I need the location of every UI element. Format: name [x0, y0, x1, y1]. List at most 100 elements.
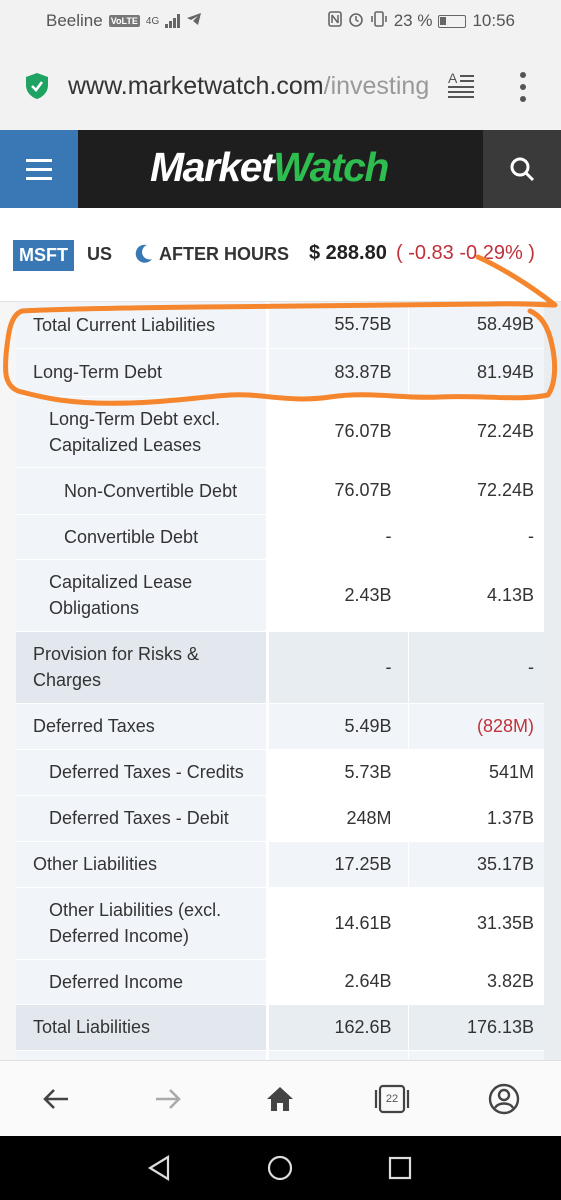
marketwatch-logo[interactable]: MarketWatch	[150, 144, 389, 190]
value-col1: 17.25B	[267, 841, 409, 888]
network-type: 4G	[145, 15, 160, 27]
system-recents-icon[interactable]	[386, 1154, 414, 1182]
row-label: Total Current Liabilities	[16, 302, 269, 349]
alarm-icon	[348, 11, 364, 32]
back-arrow-icon[interactable]	[38, 1081, 74, 1117]
value-col2: 541M	[408, 749, 544, 796]
row-label: Deferred Taxes	[16, 703, 269, 750]
value-col1: -	[267, 631, 409, 704]
value-col2: 3.82B	[408, 959, 544, 1005]
search-icon[interactable]	[483, 130, 561, 208]
row-label: Deferred Taxes - Debit	[16, 795, 269, 842]
value-col1: 76.07B	[267, 396, 409, 468]
session-label: AFTER HOURS	[159, 244, 289, 264]
browser-url-bar: www.marketwatch.com/investing A	[0, 42, 561, 130]
table-row: Deferred Income 2.64B 3.82B	[16, 959, 544, 1005]
balance-sheet-table: Total Current Liabilities 55.75B 58.49B …	[16, 302, 544, 1060]
table-row: Total Current Liabilities 55.75B 58.49B	[16, 302, 544, 349]
value-col2: 31.35B	[408, 887, 544, 960]
last-price: $ 288.80	[309, 242, 387, 264]
value-col1: 162.6B	[267, 1004, 409, 1051]
telegram-icon	[186, 11, 202, 31]
value-col2: 81.94B	[408, 348, 544, 397]
tabs-icon[interactable]: 22	[374, 1081, 410, 1117]
battery-percent: 23 %	[393, 11, 433, 30]
value-col1: -	[267, 514, 409, 560]
value-col1: 14.61B	[267, 887, 409, 960]
row-label: Other Liabilities	[16, 841, 269, 888]
value-col2: 35.17B	[408, 841, 544, 888]
table-row: Deferred Taxes - Debit 248M 1.37B	[16, 795, 544, 842]
value-col1: 5.73B	[267, 749, 409, 796]
row-label: Total Liabilities	[16, 1004, 269, 1051]
value-col2: (828M)	[408, 703, 544, 750]
value-col1: 76.07B	[267, 467, 409, 515]
value-col1: 248M	[267, 795, 409, 842]
hamburger-menu-icon[interactable]	[0, 130, 78, 208]
left-gutter	[0, 302, 16, 1060]
value-col1: 83.87B	[267, 348, 409, 397]
exchange-label: US	[87, 244, 113, 264]
tab-count: 22	[385, 1093, 399, 1105]
table-row: Deferred Taxes - Credits 5.73B 541M	[16, 749, 544, 796]
ticker-symbol[interactable]: MSFT	[13, 240, 74, 271]
browser-bottom-nav: 22	[0, 1060, 561, 1136]
row-label: Other Liabilities (excl. Deferred Income…	[16, 887, 269, 960]
value-col1: 2.43B	[267, 559, 409, 632]
table-row: Capitalized Lease Obligations 2.43B 4.13…	[16, 559, 544, 632]
secure-shield-icon[interactable]	[24, 72, 50, 100]
browser-menu-icon[interactable]	[512, 70, 534, 104]
system-nav-bar	[0, 1136, 561, 1200]
value-col2: 58.49B	[408, 302, 544, 349]
value-col1: 5.49B	[267, 703, 409, 750]
row-label: Provision for Risks & Charges	[16, 631, 269, 704]
svg-text:A: A	[448, 70, 458, 86]
row-label: Deferred Income	[16, 959, 269, 1005]
value-col1: 55.75B	[267, 302, 409, 349]
vibrate-icon	[370, 10, 388, 32]
account-icon[interactable]	[486, 1081, 522, 1117]
volte-badge: VoLTE	[108, 15, 140, 27]
price-change: ( -0.83 -0.29% )	[396, 242, 535, 264]
table-row: Deferred Taxes 5.49B (828M)	[16, 703, 544, 750]
table-row: Non-Convertible Debt 76.07B 72.24B	[16, 467, 544, 515]
carrier-name: Beeline	[46, 11, 103, 30]
status-bar: Beeline VoLTE 4G 23 % 10:56	[0, 0, 561, 42]
value-col2: 176.13B	[408, 1004, 544, 1051]
system-home-icon[interactable]	[266, 1154, 294, 1182]
table-row: Other Liabilities (excl. Deferred Income…	[16, 887, 544, 960]
value-col1: 2.64B	[267, 959, 409, 1005]
quote-bar: MSFT US AFTER HOURS $ 288.80 ( -0.83 -0.…	[0, 208, 561, 302]
table-row: Provision for Risks & Charges - -	[16, 631, 544, 704]
row-label: Deferred Taxes - Credits	[16, 749, 269, 796]
url-field[interactable]: www.marketwatch.com/investing	[68, 72, 430, 101]
scroll-gutter	[544, 302, 561, 1060]
url-path: /investing	[323, 71, 430, 100]
home-icon[interactable]	[262, 1081, 298, 1117]
url-domain: www.marketwatch.com	[68, 71, 324, 100]
table-row: Long-Term Debt excl. Capitalized Leases …	[16, 396, 544, 468]
table-row: Total Liabilities 162.6B 176.13B	[16, 1004, 544, 1051]
battery-icon	[438, 14, 467, 28]
site-header: MarketWatch	[0, 130, 561, 208]
moon-icon	[135, 244, 153, 269]
row-label: Long-Term Debt excl. Capitalized Leases	[16, 396, 269, 468]
value-col2: -	[408, 631, 544, 704]
value-col2: 4.13B	[408, 559, 544, 632]
nfc-icon	[327, 10, 342, 32]
row-label: Convertible Debt	[16, 514, 269, 560]
clock: 10:56	[472, 11, 515, 30]
table-row: Long-Term Debt 83.87B 81.94B	[16, 348, 544, 397]
forward-arrow-icon[interactable]	[150, 1081, 186, 1117]
reader-mode-icon[interactable]: A	[446, 70, 476, 100]
value-col2: 72.24B	[408, 467, 544, 515]
system-back-icon[interactable]	[146, 1154, 174, 1182]
value-col2: 72.24B	[408, 396, 544, 468]
row-label: Capitalized Lease Obligations	[16, 559, 269, 632]
value-col2: 1.37B	[408, 795, 544, 842]
table-row: Convertible Debt - -	[16, 514, 544, 560]
signal-icon	[165, 14, 181, 28]
table-row: Other Liabilities 17.25B 35.17B	[16, 841, 544, 888]
table-row	[16, 1050, 544, 1060]
value-col2: -	[408, 514, 544, 560]
